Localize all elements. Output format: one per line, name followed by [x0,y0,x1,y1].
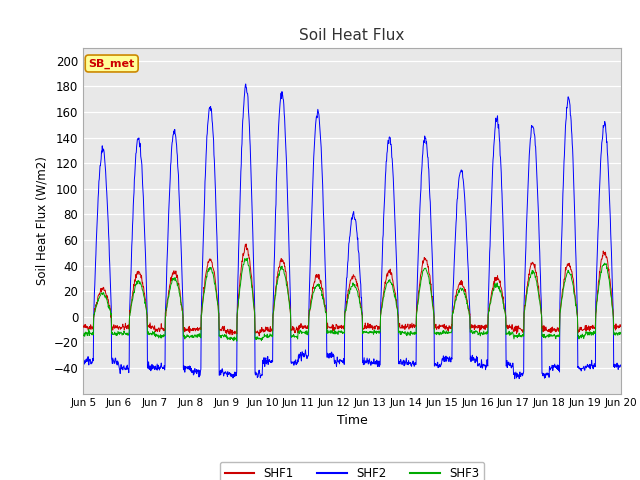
SHF3 [617,331,625,336]
SHF1 [617,323,625,329]
SHF1 [506,324,514,330]
SHF1 [243,241,250,247]
SHF1 [554,325,561,331]
SHF1 [436,323,444,328]
SHF3 [554,333,561,339]
SHF2 [617,363,625,369]
SHF2 [199,253,207,259]
SHF2 [554,367,561,372]
SHF2 [436,361,444,367]
SHF3 [436,331,444,337]
Line: SHF2: SHF2 [83,84,621,379]
Legend: SHF1, SHF2, SHF3: SHF1, SHF2, SHF3 [220,462,484,480]
SHF1 [199,298,207,304]
Line: SHF3: SHF3 [83,258,621,341]
Text: SB_met: SB_met [88,59,135,69]
Y-axis label: Soil Heat Flux (W/m2): Soil Heat Flux (W/m2) [35,156,48,285]
SHF3 [243,255,251,261]
SHF2 [259,361,267,367]
SHF2 [242,81,250,87]
SHF2 [79,358,87,363]
SHF3 [260,335,268,340]
Title: Soil Heat Flux: Soil Heat Flux [300,28,404,43]
SHF3 [233,338,241,344]
SHF1 [186,330,193,336]
X-axis label: Time: Time [337,414,367,427]
SHF2 [511,376,518,382]
Line: SHF1: SHF1 [83,244,621,336]
SHF2 [506,363,514,369]
SHF1 [255,333,263,338]
SHF1 [79,324,87,329]
SHF3 [79,333,87,338]
SHF3 [199,300,207,306]
SHF2 [186,363,193,369]
SHF3 [506,330,514,336]
SHF1 [260,326,268,332]
SHF3 [186,335,193,341]
